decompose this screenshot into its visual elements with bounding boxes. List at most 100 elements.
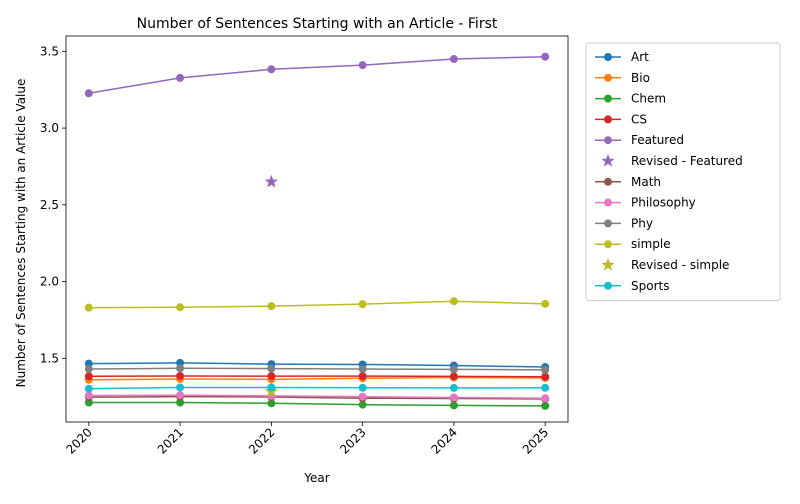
series-line-chem xyxy=(88,401,546,407)
data-point-sports xyxy=(449,383,458,392)
data-point-cs xyxy=(84,372,93,381)
data-point-featured xyxy=(84,89,93,98)
data-point-philosophy xyxy=(449,393,458,402)
x-axis-label: Year xyxy=(303,471,329,485)
data-point-phy xyxy=(267,364,276,373)
legend-box xyxy=(585,42,781,302)
y-tick-label: 2.0 xyxy=(40,275,59,289)
y-tick-label: 3.0 xyxy=(40,121,59,135)
legend-swatch-marker xyxy=(604,198,612,207)
data-point-featured xyxy=(358,61,367,70)
data-point-sports xyxy=(358,383,367,392)
data-point-simple xyxy=(449,297,458,306)
data-point-phy xyxy=(84,365,93,374)
series-line-phy xyxy=(88,367,546,371)
data-point-phy xyxy=(541,365,550,374)
legend-label: Philosophy xyxy=(631,196,696,210)
legend-item-math: Math xyxy=(595,175,661,189)
legend-item-art: Art xyxy=(595,50,649,64)
legend: Art Bio Chem CS Featured Revised - Featured Ma… xyxy=(585,42,781,302)
legend-label: Bio xyxy=(631,71,650,85)
legend-swatch-marker xyxy=(604,240,612,249)
data-point-revised-featured xyxy=(264,174,279,188)
data-point-phy xyxy=(449,365,458,374)
legend-item-revised-featured: Revised - Featured xyxy=(601,154,743,168)
series-phy xyxy=(84,364,550,374)
series-revised-featured xyxy=(264,174,279,188)
data-point-chem xyxy=(449,401,458,410)
legend-label: Featured xyxy=(631,133,684,147)
legend-swatch-marker xyxy=(604,73,612,82)
data-point-philosophy xyxy=(541,394,550,403)
series-line-featured xyxy=(88,55,546,94)
data-point-sports xyxy=(267,383,276,392)
data-point-simple xyxy=(541,299,550,308)
data-point-cs xyxy=(267,372,276,381)
y-axis-label: Number of Sentences Starting with an Art… xyxy=(14,79,28,388)
legend-swatch-marker xyxy=(604,115,612,124)
legend-item-revised-simple: Revised - simple xyxy=(601,258,729,272)
data-point-philosophy xyxy=(358,392,367,401)
data-point-featured xyxy=(176,73,185,82)
y-axis: 1.5 2.0 2.5 3.0 3.5 xyxy=(40,44,66,365)
legend-swatch-marker xyxy=(601,154,615,167)
chart-title: Number of Sentences Starting with an Art… xyxy=(137,16,498,32)
data-point-philosophy xyxy=(176,391,185,400)
legend-swatch-marker xyxy=(604,53,612,61)
series-line-simple xyxy=(88,300,546,309)
data-point-cs xyxy=(541,372,550,381)
data-point-chem xyxy=(176,398,185,407)
series-featured xyxy=(84,52,550,98)
series-cs xyxy=(84,371,550,381)
series-line-bio xyxy=(88,376,546,381)
data-point-chem xyxy=(358,400,367,409)
data-point-phy xyxy=(358,365,367,374)
legend-label: Art xyxy=(631,50,649,64)
legend-swatch-marker xyxy=(604,219,612,228)
data-point-sports xyxy=(176,383,185,392)
data-point-sports xyxy=(84,384,93,393)
data-point-philosophy xyxy=(84,391,93,400)
data-point-simple xyxy=(358,300,367,309)
legend-swatch-marker xyxy=(601,258,615,271)
data-point-sports xyxy=(541,383,550,392)
series-sports xyxy=(84,383,550,393)
data-point-simple xyxy=(84,303,93,312)
legend-label: Math xyxy=(631,175,661,189)
series-line-philosophy xyxy=(88,394,546,399)
data-point-phy xyxy=(176,364,185,373)
legend-item-phy: Phy xyxy=(595,216,653,230)
legend-swatch-marker xyxy=(604,94,612,103)
series-chem xyxy=(84,398,550,410)
data-point-chem xyxy=(267,399,276,408)
series-line-math xyxy=(88,395,546,400)
legend-item-philosophy: Philosophy xyxy=(595,196,696,210)
series-line-art xyxy=(88,362,546,368)
legend-label: Chem xyxy=(631,92,666,106)
legend-item-simple: simple xyxy=(595,237,671,251)
legend-item-chem: Chem xyxy=(595,92,666,106)
series-simple xyxy=(84,297,550,312)
y-tick-label: 3.5 xyxy=(40,44,59,58)
legend-label: Sports xyxy=(631,279,669,293)
data-point-cs xyxy=(358,372,367,381)
series-line-cs xyxy=(88,375,546,378)
legend-label: simple xyxy=(631,237,671,251)
y-tick-label: 1.5 xyxy=(40,351,59,365)
data-point-cs xyxy=(176,371,185,380)
series-line-sports xyxy=(88,386,546,390)
data-point-featured xyxy=(267,65,276,74)
legend-swatch-marker xyxy=(604,136,612,145)
data-point-chem xyxy=(541,401,550,410)
legend-swatch-marker xyxy=(604,281,612,290)
data-point-featured xyxy=(449,55,458,64)
data-point-featured xyxy=(541,52,550,61)
data-point-cs xyxy=(449,372,458,381)
legend-item-featured: Featured xyxy=(595,133,684,147)
legend-item-cs: CS xyxy=(595,112,647,126)
legend-swatch-marker xyxy=(604,177,612,186)
legend-label: Phy xyxy=(631,216,653,230)
data-point-simple xyxy=(176,303,185,312)
y-tick-label: 2.5 xyxy=(40,198,59,212)
